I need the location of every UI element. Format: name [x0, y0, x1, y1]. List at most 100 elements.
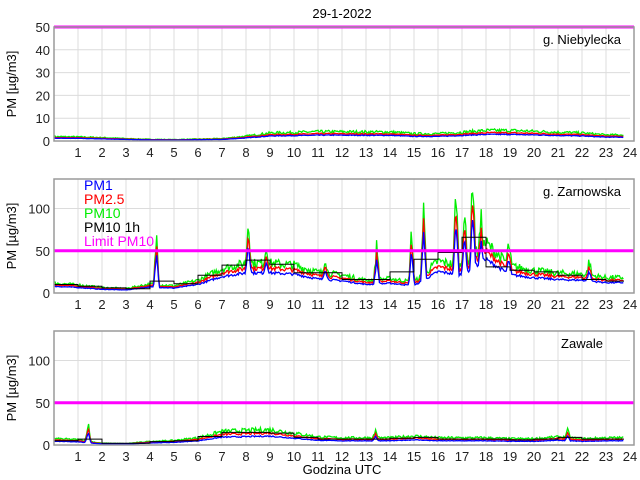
x-tick-label: 17 [455, 449, 469, 464]
x-tick-label: 19 [503, 297, 517, 312]
x-tick-label: 6 [194, 449, 201, 464]
series-pm1 [53, 133, 624, 141]
x-tick-label: 11 [311, 449, 325, 464]
legend-pm10-1h: PM10 1h [84, 219, 140, 235]
series-pm25 [54, 205, 624, 291]
x-tick-label: 1 [74, 449, 81, 464]
x-tick-label: 3 [122, 145, 129, 160]
x-tick-label: 15 [407, 145, 421, 160]
x-tick-label: 14 [383, 297, 397, 312]
x-tick-label: 4 [146, 297, 153, 312]
x-tick-label: 19 [503, 449, 517, 464]
x-tick-label: 2 [98, 297, 105, 312]
x-tick-label: 22 [575, 145, 589, 160]
x-tick-label: 19 [503, 145, 517, 160]
y-tick-label: 40 [36, 43, 50, 58]
series-pm10 [53, 423, 624, 445]
x-tick-label: 13 [359, 297, 373, 312]
x-tick-label: 10 [287, 145, 301, 160]
x-tick-label: 8 [242, 449, 249, 464]
x-tick-label: 7 [218, 449, 225, 464]
x-tick-label: 23 [599, 145, 613, 160]
legend: PM1 PM2.5 PM10 PM10 1h Limit PM10 [84, 177, 154, 249]
y-tick-label: 100 [28, 202, 50, 217]
x-tick-label: 22 [575, 297, 589, 312]
y-axis-label: PM [µg/m3] [4, 203, 19, 270]
x-tick-label: 17 [455, 297, 469, 312]
x-tick-label: 8 [242, 145, 249, 160]
x-tick-label: 1 [74, 297, 81, 312]
x-tick-label: 16 [431, 449, 445, 464]
x-tick-label: 4 [146, 449, 153, 464]
x-tick-label: 12 [335, 297, 349, 312]
x-tick-label: 22 [575, 449, 589, 464]
x-axis-label: Godzina UTC [303, 462, 382, 477]
x-tick-label: 2 [98, 449, 105, 464]
x-tick-label: 18 [479, 297, 493, 312]
x-tick-label: 12 [335, 449, 349, 464]
x-tick-label: 21 [551, 297, 565, 312]
x-tick-label: 5 [170, 145, 177, 160]
x-tick-label: 11 [311, 145, 325, 160]
series-pm1 [54, 220, 624, 291]
station-label: g. Zarnowska [543, 184, 622, 199]
x-tick-label: 7 [218, 145, 225, 160]
x-tick-label: 17 [455, 145, 469, 160]
series-pm10-1h [54, 236, 624, 290]
x-tick-label: 13 [359, 145, 373, 160]
x-tick-label: 2 [98, 145, 105, 160]
x-tick-label: 9 [266, 449, 273, 464]
station-label: g. Niebylecka [543, 32, 622, 47]
legend-pm1: PM1 [84, 177, 113, 193]
x-tick-label: 20 [527, 297, 541, 312]
y-tick-label: 20 [36, 88, 50, 103]
x-tick-label: 5 [170, 449, 177, 464]
y-tick-label: 0 [43, 438, 50, 453]
x-tick-label: 9 [266, 297, 273, 312]
x-tick-label: 12 [335, 145, 349, 160]
x-tick-label: 24 [623, 145, 637, 160]
x-tick-label: 7 [218, 297, 225, 312]
y-tick-label: 10 [36, 111, 50, 126]
legend-pm10: PM10 [84, 205, 121, 221]
station-label: Zawale [561, 336, 603, 351]
x-tick-label: 24 [623, 297, 637, 312]
x-tick-label: 3 [122, 297, 129, 312]
plot-frame [53, 330, 635, 446]
x-tick-label: 6 [194, 145, 201, 160]
x-tick-label: 21 [551, 145, 565, 160]
plot-frame [53, 178, 635, 294]
series-pm10-1h [54, 431, 624, 444]
y-tick-label: 100 [28, 354, 50, 369]
y-tick-label: 30 [36, 66, 50, 81]
x-tick-label: 9 [266, 145, 273, 160]
x-tick-label: 14 [383, 145, 397, 160]
x-tick-label: 23 [599, 449, 613, 464]
x-tick-label: 10 [287, 449, 301, 464]
x-tick-label: 20 [527, 145, 541, 160]
x-tick-label: 4 [146, 145, 153, 160]
x-tick-label: 11 [311, 297, 325, 312]
y-axis-label: PM [µg/m3] [4, 51, 19, 118]
x-tick-label: 20 [527, 449, 541, 464]
x-tick-label: 3 [122, 449, 129, 464]
x-tick-label: 8 [242, 297, 249, 312]
x-tick-label: 10 [287, 297, 301, 312]
x-tick-label: 16 [431, 145, 445, 160]
x-tick-label: 13 [359, 449, 373, 464]
legend-limit-pm10: Limit PM10 [84, 233, 154, 249]
y-tick-label: 50 [36, 20, 50, 35]
x-tick-label: 5 [170, 297, 177, 312]
x-tick-label: 15 [407, 297, 421, 312]
y-tick-label: 0 [43, 286, 50, 301]
y-tick-label: 50 [36, 396, 50, 411]
x-tick-label: 18 [479, 449, 493, 464]
legend-pm25: PM2.5 [84, 191, 125, 207]
y-axis-label: PM [µg/m3] [4, 355, 19, 422]
x-tick-label: 16 [431, 297, 445, 312]
x-tick-label: 24 [623, 449, 637, 464]
